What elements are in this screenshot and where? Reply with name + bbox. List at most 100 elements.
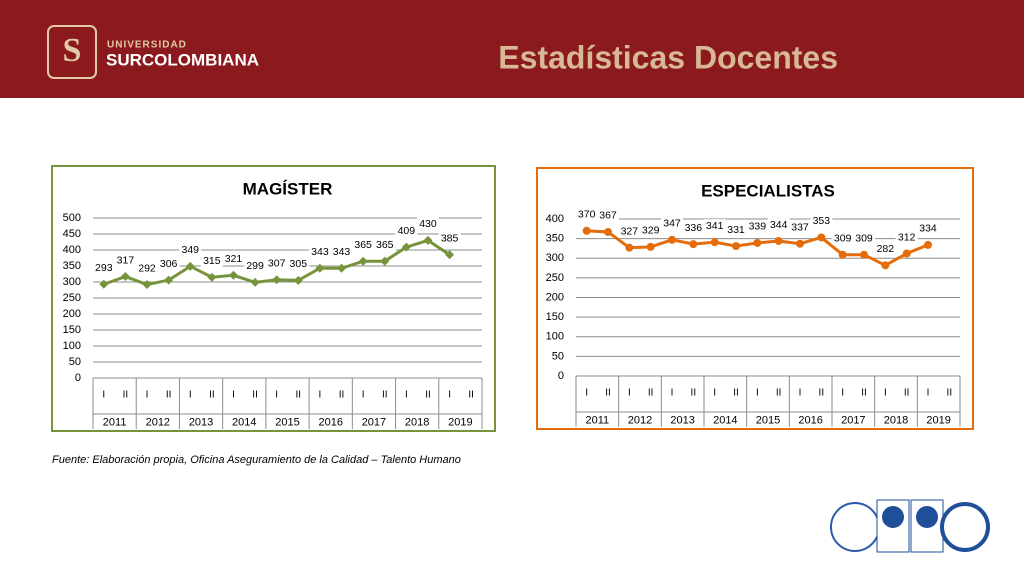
y-tick-label: 300 xyxy=(63,276,81,288)
x-tick-label: II xyxy=(339,390,345,401)
x-group-label: 2019 xyxy=(448,416,472,428)
x-tick-label: I xyxy=(671,388,674,399)
data-label-bg xyxy=(438,231,461,245)
x-tick-label: I xyxy=(405,390,408,401)
x-tick-label: I xyxy=(841,388,844,399)
data-label: 299 xyxy=(246,260,264,272)
y-tick-label: 350 xyxy=(63,260,81,272)
data-label-bg xyxy=(179,243,202,257)
data-label-bg xyxy=(746,219,769,233)
x-tick-label: I xyxy=(275,390,278,401)
cert-logos xyxy=(830,499,990,553)
x-group-label: 2011 xyxy=(103,416,127,428)
logo-letter: S xyxy=(63,32,82,69)
data-point xyxy=(293,275,303,285)
data-label-bg xyxy=(789,220,811,234)
data-label-bg xyxy=(308,245,331,259)
x-group-label: 2015 xyxy=(756,414,780,426)
x-tick-label: II xyxy=(382,390,388,401)
x-tick-label: II xyxy=(252,390,258,401)
x-group-label: 2016 xyxy=(798,414,822,426)
data-label: 329 xyxy=(642,225,660,237)
data-label-bg xyxy=(682,221,705,235)
y-tick-label: 100 xyxy=(63,340,81,352)
x-tick-label: I xyxy=(189,390,192,401)
cert-logo xyxy=(882,506,904,528)
x-tick-label: II xyxy=(904,388,910,399)
y-tick-label: 250 xyxy=(546,272,564,284)
data-label: 347 xyxy=(663,218,681,230)
data-label-bg xyxy=(853,231,875,245)
data-label: 343 xyxy=(311,246,329,258)
data-point xyxy=(604,227,612,236)
x-tick-label: II xyxy=(947,388,953,399)
data-point xyxy=(142,280,152,290)
x-group-label: 2012 xyxy=(628,414,652,426)
x-group-label: 2014 xyxy=(232,416,256,428)
x-group-label: 2013 xyxy=(670,414,694,426)
y-tick-label: 200 xyxy=(63,308,81,320)
data-point xyxy=(207,272,217,282)
cert-logo xyxy=(916,506,938,528)
header-band xyxy=(0,0,1024,98)
data-label: 409 xyxy=(398,225,416,237)
x-tick-label: I xyxy=(232,390,235,401)
y-tick-label: 200 xyxy=(546,291,564,303)
x-tick-label: I xyxy=(799,388,802,399)
data-label-bg xyxy=(618,224,641,238)
x-tick-label: I xyxy=(102,390,105,401)
data-label-bg xyxy=(874,242,897,256)
data-point xyxy=(164,275,174,285)
x-group-label: 2019 xyxy=(926,414,950,426)
x-tick-label: II xyxy=(605,388,611,399)
data-point xyxy=(902,249,911,258)
data-label-bg xyxy=(416,217,439,231)
data-label-bg xyxy=(917,221,939,235)
data-label: 336 xyxy=(685,222,703,234)
data-label-bg xyxy=(352,238,375,252)
y-tick-label: 50 xyxy=(69,356,81,368)
data-label: 334 xyxy=(919,223,937,235)
x-tick-label: II xyxy=(733,388,739,399)
logo-line2: SURCOLOMBIANA xyxy=(106,50,259,69)
data-label: 315 xyxy=(203,255,221,267)
data-point xyxy=(445,250,455,260)
data-label: 317 xyxy=(117,254,135,266)
data-label: 309 xyxy=(834,232,852,244)
logo-line1: UNIVERSIDAD xyxy=(107,40,187,51)
data-point xyxy=(272,275,282,285)
data-point xyxy=(710,238,719,247)
data-label-bg xyxy=(157,257,180,271)
data-point xyxy=(924,240,932,249)
data-label-bg xyxy=(244,259,267,273)
x-tick-label: I xyxy=(319,390,322,401)
x-tick-label: I xyxy=(146,390,149,401)
data-label: 307 xyxy=(268,258,286,270)
x-tick-label: I xyxy=(927,388,930,399)
x-tick-label: II xyxy=(209,390,215,401)
y-tick-label: 150 xyxy=(63,324,81,336)
data-label: 343 xyxy=(333,246,351,258)
chart-title: ESPECIALISTAS xyxy=(701,181,835,200)
y-tick-label: 150 xyxy=(546,311,564,323)
data-label-bg xyxy=(831,231,854,245)
data-label-bg xyxy=(767,217,790,231)
data-label: 367 xyxy=(599,210,617,222)
data-point xyxy=(625,243,634,252)
chart-title: MAGÍSTER xyxy=(243,179,333,198)
y-tick-label: 400 xyxy=(63,244,81,256)
data-label-bg xyxy=(597,208,619,222)
data-label: 282 xyxy=(877,243,895,255)
x-tick-label: II xyxy=(468,390,474,401)
data-label: 293 xyxy=(95,262,113,274)
data-label-bg xyxy=(200,254,223,268)
data-label-bg xyxy=(92,261,115,275)
data-label-bg xyxy=(810,214,833,228)
x-tick-label: II xyxy=(166,390,172,401)
data-point xyxy=(337,263,347,273)
data-label: 385 xyxy=(441,233,459,245)
data-label: 349 xyxy=(181,244,199,256)
x-group-label: 2016 xyxy=(318,416,342,428)
data-label: 353 xyxy=(813,215,831,227)
slide-title: Estadísticas Docentes xyxy=(498,39,838,75)
